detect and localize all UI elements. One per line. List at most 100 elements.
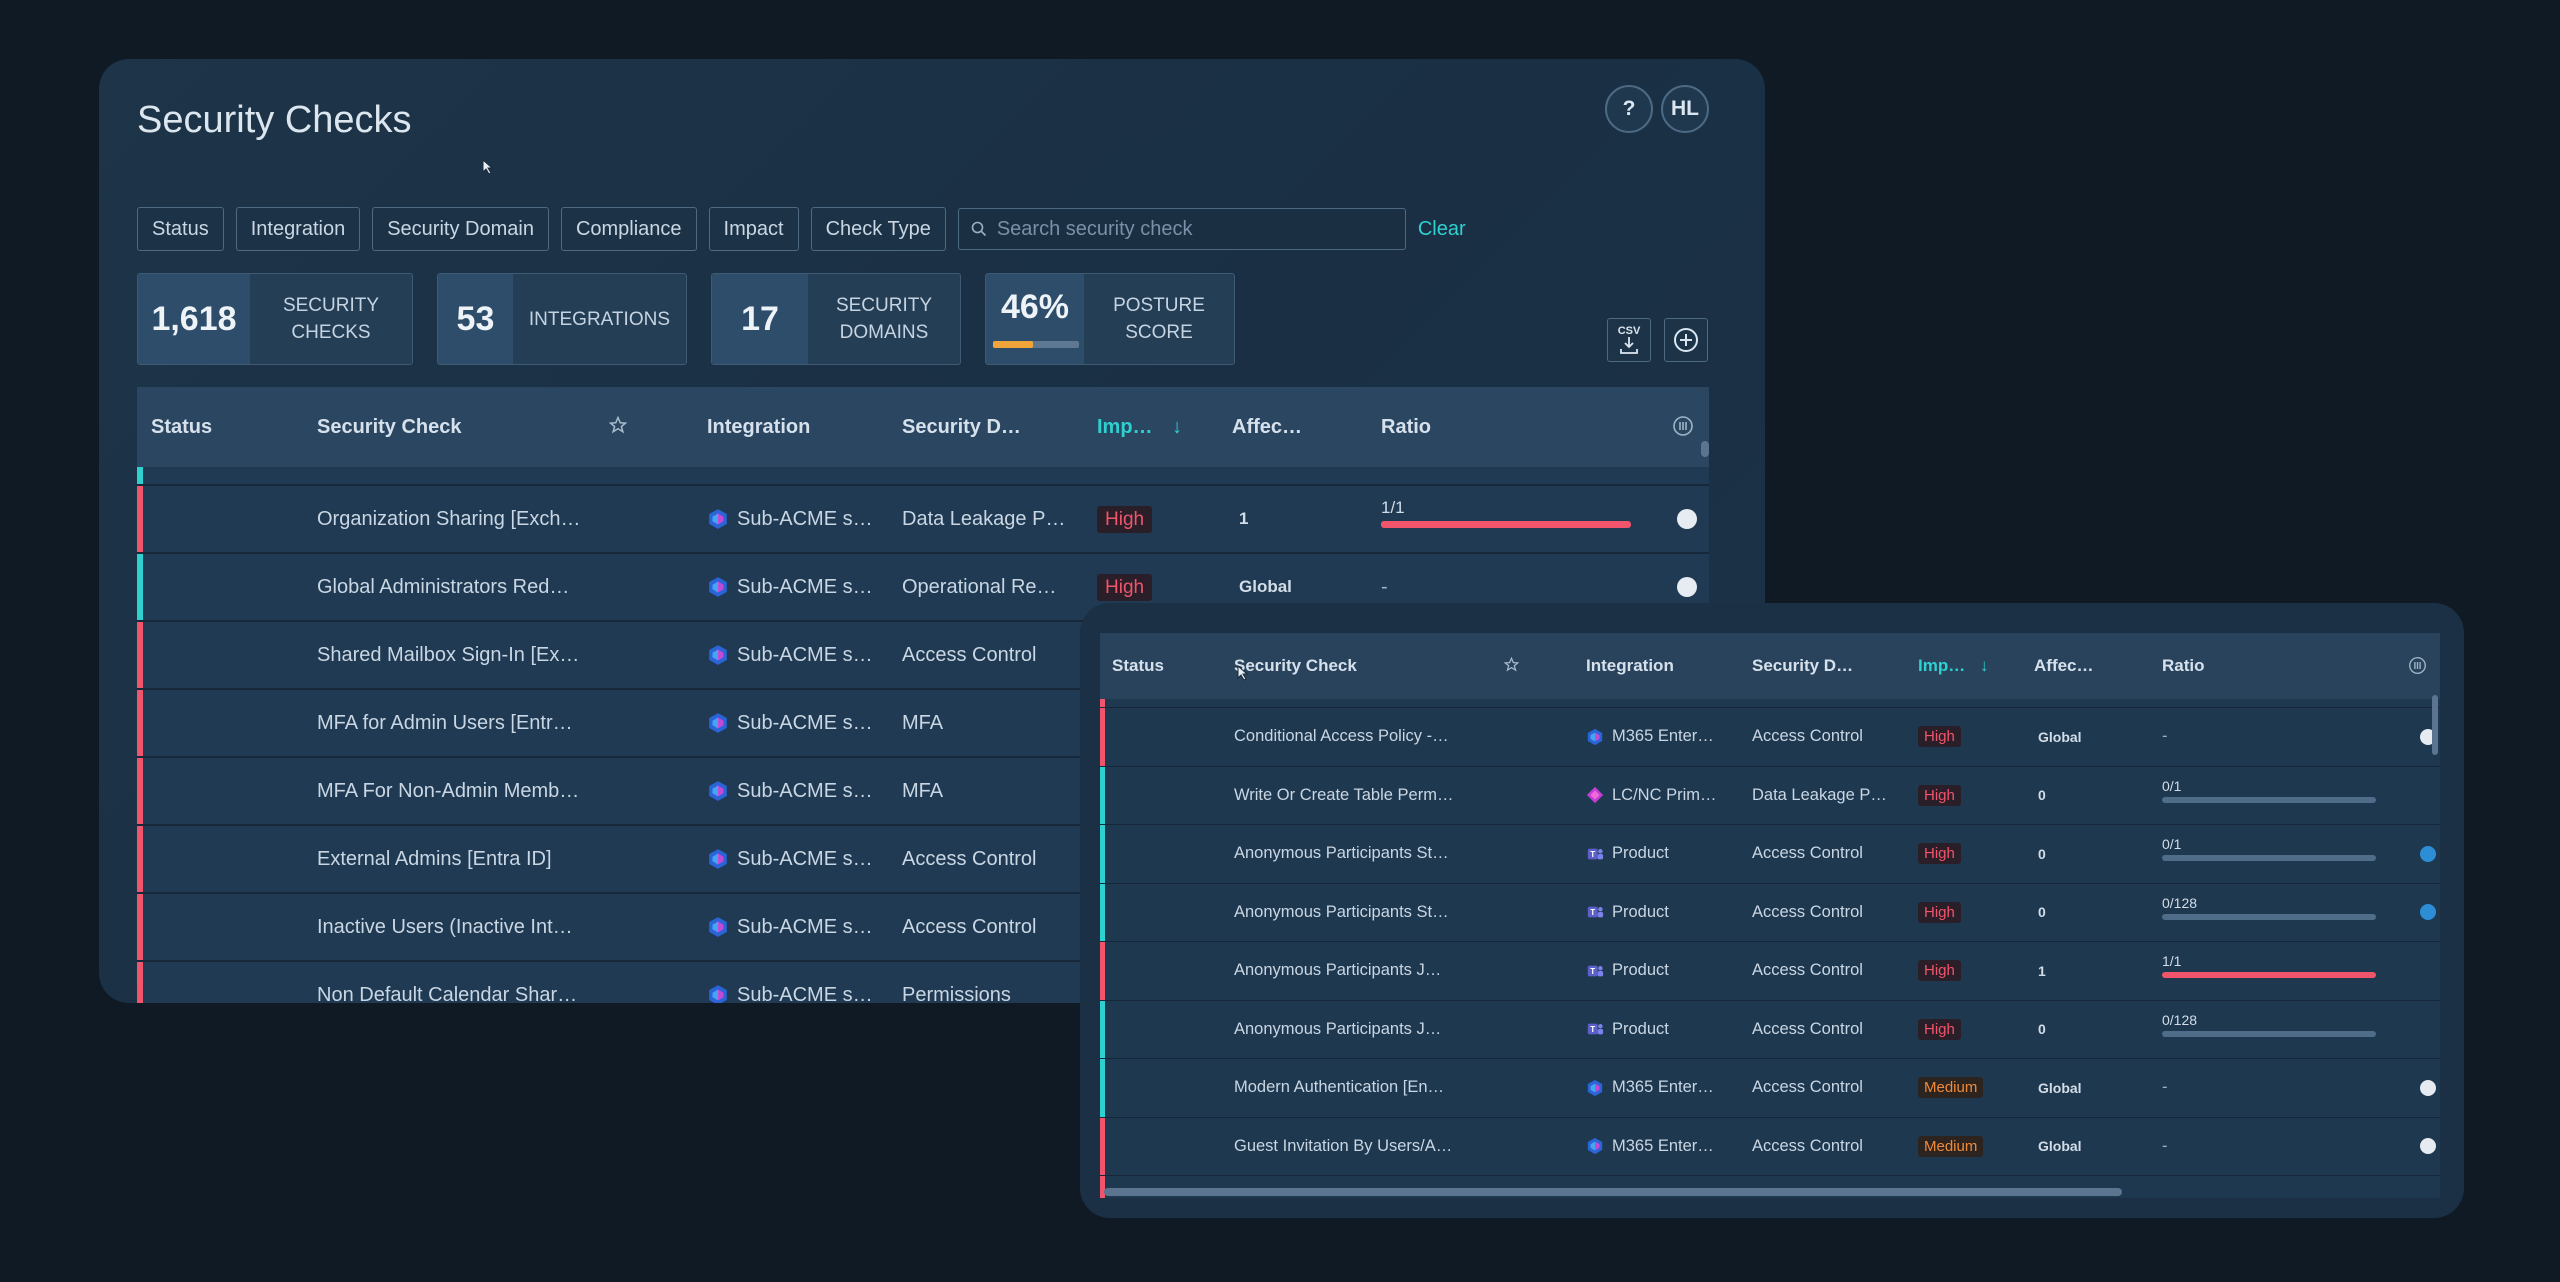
- status-strip: [1100, 825, 1105, 883]
- integration-cell[interactable]: Sub-ACME s…: [707, 576, 873, 599]
- col-impact[interactable]: Imp… ↓: [1918, 656, 1989, 675]
- security-check-name[interactable]: MFA For Non-Admin Memb…: [317, 779, 580, 802]
- security-check-name[interactable]: Anonymous Participants St…: [1234, 844, 1449, 863]
- col-security-check[interactable]: Security Check: [317, 415, 462, 438]
- col-integration[interactable]: Integration: [1586, 656, 1674, 675]
- stat-security-checks[interactable]: 1,618 SECURITY CHECKS: [137, 273, 413, 365]
- stat-security-domains[interactable]: 17 SECURITY DOMAINS: [711, 273, 961, 365]
- info-dot-icon[interactable]: [2420, 845, 2436, 862]
- integration-cell[interactable]: T Product: [1586, 844, 1669, 863]
- status-strip: [1100, 699, 1105, 707]
- security-checks-panel: Security Checks ? HL Status Integration …: [99, 59, 1765, 1003]
- star-icon[interactable]: [1503, 656, 1520, 677]
- integration-cell[interactable]: T Product: [1586, 961, 1669, 980]
- col-impact[interactable]: Imp… ↓: [1097, 415, 1183, 438]
- security-check-name[interactable]: Global Administrators Red…: [317, 575, 570, 598]
- impact-badge: High: [1918, 843, 1961, 865]
- integration-cell[interactable]: Sub-ACME s…: [707, 780, 873, 803]
- table-row[interactable]: Conditional Access Policy -… M365 Enter… A…: [1100, 708, 2440, 767]
- stat-posture-score[interactable]: 46% POSTURE SCORE: [985, 273, 1235, 365]
- search-input[interactable]: Search security check: [957, 208, 1406, 250]
- info-dot-icon[interactable]: [2420, 904, 2436, 921]
- table-row[interactable]: Guest Invitation By Users/A… M365 Enter… A…: [1100, 1117, 2440, 1176]
- security-check-name[interactable]: Inactive Users (Inactive Int…: [317, 915, 573, 938]
- security-check-name[interactable]: Anonymous Participants St…: [1234, 902, 1449, 921]
- security-check-name[interactable]: Anonymous Participants J…: [1234, 961, 1442, 980]
- integration-cell[interactable]: M365 Enter…: [1586, 727, 1714, 746]
- security-check-name[interactable]: Conditional Access Policy -…: [1234, 727, 1449, 746]
- integration-cell[interactable]: Sub-ACME s…: [707, 644, 873, 667]
- status-strip: [137, 826, 143, 892]
- csv-download-button[interactable]: CSV: [1607, 318, 1651, 362]
- filter-status-button[interactable]: Status: [137, 207, 224, 251]
- help-button[interactable]: ?: [1605, 85, 1653, 133]
- security-domain: Access Control: [1752, 961, 1863, 980]
- integration-cell[interactable]: T Product: [1586, 1020, 1669, 1039]
- integration-cell[interactable]: T Product: [1586, 903, 1669, 922]
- filter-security-domain-button[interactable]: Security Domain: [372, 207, 549, 251]
- info-dot-icon[interactable]: [2420, 1138, 2436, 1155]
- col-affected[interactable]: Affec…: [1232, 415, 1303, 438]
- security-check-name[interactable]: Anonymous Participants J…: [1234, 1019, 1442, 1038]
- integration-name: Sub-ACME s…: [737, 983, 873, 1004]
- security-checks-floating-panel: Status Security Check Integration Securi…: [1080, 603, 2464, 1218]
- table-row[interactable]: Modern Authentication [En… M365 Enter… Acc…: [1100, 1059, 2440, 1118]
- col-security-domain[interactable]: Security D…: [1752, 656, 1854, 675]
- security-domain: Operational Re…: [902, 575, 1057, 598]
- security-check-name[interactable]: Guest Invitation By Users/A…: [1234, 1136, 1453, 1155]
- security-check-name[interactable]: Non Default Calendar Shar…: [317, 983, 578, 1004]
- filter-compliance-button[interactable]: Compliance: [560, 207, 697, 251]
- impact-badge: High: [1918, 784, 1961, 806]
- table-row[interactable]: Anonymous Participants St… T Product Access…: [1100, 825, 2440, 884]
- security-check-name[interactable]: External Admins [Entra ID]: [317, 847, 552, 870]
- col-ratio[interactable]: Ratio: [1381, 415, 1431, 438]
- filter-integration-button[interactable]: Integration: [235, 207, 361, 251]
- table-scrollbar[interactable]: [1701, 441, 1709, 457]
- filter-check-type-button[interactable]: Check Type: [810, 207, 946, 251]
- ratio-value: 1/1: [2162, 953, 2182, 969]
- table-row[interactable]: Write Or Create Table Perm… LC/NC Prim… Da…: [1100, 766, 2440, 825]
- stat-integrations[interactable]: 53 INTEGRATIONS: [437, 273, 687, 365]
- table-row[interactable]: Anonymous Participants J… T Product Access …: [1100, 942, 2440, 1001]
- security-check-name[interactable]: MFA for Admin Users [Entr…: [317, 711, 573, 734]
- info-dot-icon[interactable]: [1677, 509, 1697, 529]
- table-vertical-scrollbar[interactable]: [2432, 695, 2438, 755]
- security-check-name[interactable]: Shared Mailbox Sign-In [Ex…: [317, 643, 580, 666]
- col-affected[interactable]: Affec…: [2034, 656, 2094, 675]
- table-row[interactable]: Anonymous Participants J… T Product Access …: [1100, 1000, 2440, 1059]
- info-dot-icon[interactable]: [2420, 1079, 2436, 1096]
- integration-cell[interactable]: Sub-ACME s…: [707, 983, 873, 1004]
- col-ratio[interactable]: Ratio: [2162, 656, 2205, 675]
- m365-icon: [709, 849, 727, 869]
- integration-cell[interactable]: LC/NC Prim…: [1586, 786, 1717, 805]
- integration-name: LC/NC Prim…: [1612, 785, 1717, 804]
- add-button[interactable]: [1664, 318, 1708, 362]
- integration-cell[interactable]: M365 Enter…: [1586, 1078, 1714, 1097]
- col-status[interactable]: Status: [151, 415, 213, 438]
- security-check-name[interactable]: Write Or Create Table Perm…: [1234, 785, 1454, 804]
- clear-filters-link[interactable]: Clear: [1417, 217, 1466, 240]
- table-row[interactable]: Anonymous Participants St… T Product Access…: [1100, 883, 2440, 942]
- table-horizontal-scrollbar[interactable]: [1104, 1188, 2122, 1196]
- integration-cell[interactable]: Sub-ACME s…: [707, 712, 873, 735]
- column-settings-icon[interactable]: [1672, 415, 1694, 443]
- column-settings-icon[interactable]: [2408, 656, 2427, 680]
- star-icon[interactable]: [608, 415, 628, 440]
- integration-name: Product: [1612, 902, 1669, 921]
- table-row[interactable]: Organization Sharing [Exch… Sub-ACME s… Da…: [137, 486, 1709, 554]
- col-security-check[interactable]: Security Check: [1234, 656, 1357, 675]
- info-dot-icon[interactable]: [1677, 577, 1697, 597]
- user-avatar[interactable]: HL: [1661, 85, 1709, 133]
- col-status[interactable]: Status: [1112, 656, 1164, 675]
- filter-impact-button[interactable]: Impact: [708, 207, 799, 251]
- integration-cell[interactable]: Sub-ACME s…: [707, 508, 873, 531]
- security-check-name[interactable]: Organization Sharing [Exch…: [317, 507, 581, 530]
- col-integration[interactable]: Integration: [707, 415, 811, 438]
- integration-cell[interactable]: Sub-ACME s…: [707, 848, 873, 871]
- integration-cell[interactable]: Sub-ACME s…: [707, 916, 873, 939]
- security-check-name[interactable]: Modern Authentication [En…: [1234, 1078, 1445, 1097]
- col-security-domain[interactable]: Security D…: [902, 415, 1021, 438]
- integration-cell[interactable]: M365 Enter…: [1586, 1137, 1714, 1156]
- security-domain: Data Leakage P…: [1752, 785, 1887, 804]
- impact-badge: High: [1918, 901, 1961, 923]
